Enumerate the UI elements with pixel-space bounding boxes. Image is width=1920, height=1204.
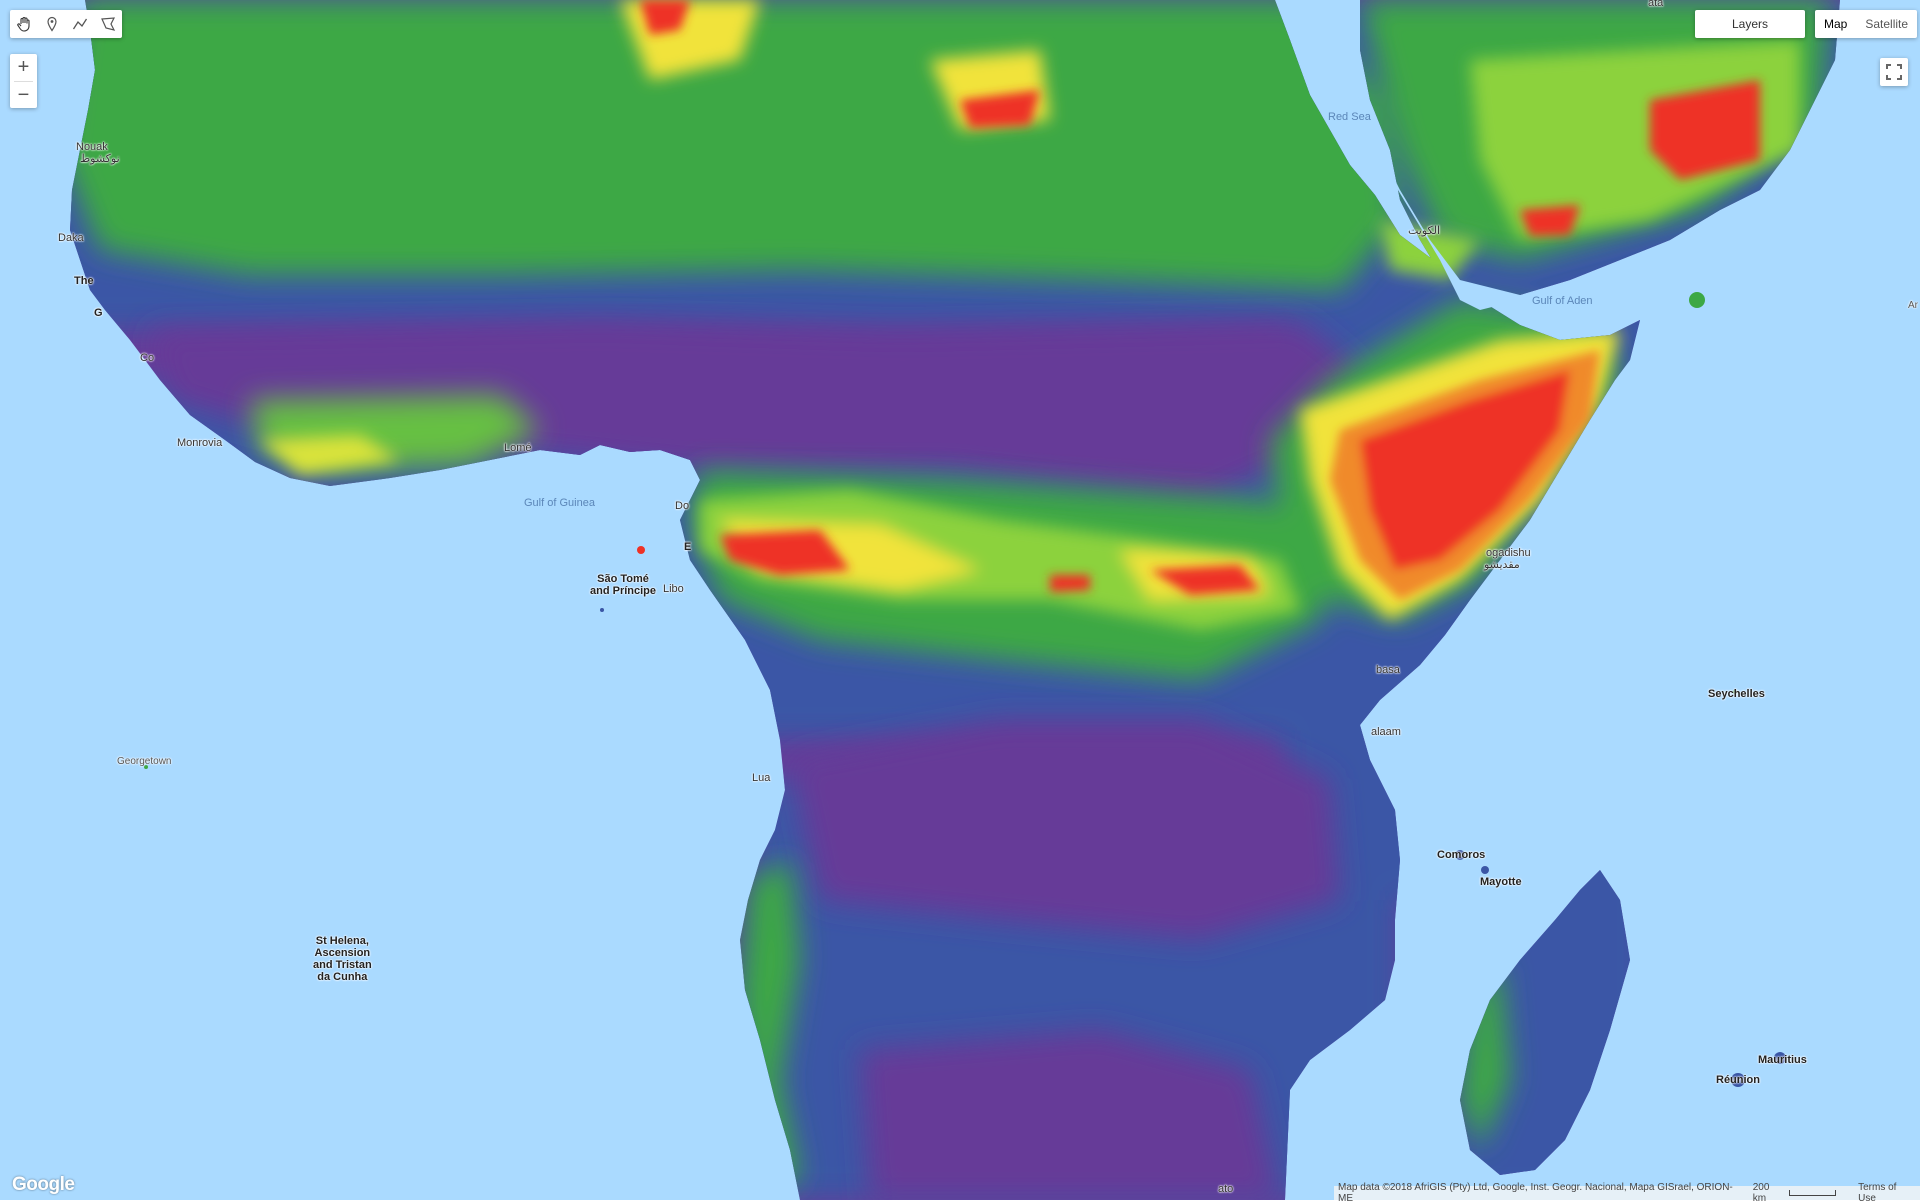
- zoom-in-button[interactable]: +: [10, 54, 37, 81]
- label-st-helena: St Helena, Ascension and Tristan da Cunh…: [313, 935, 372, 983]
- label-sao-tome: São Tomé and Príncipe: [590, 573, 657, 597]
- label-libreville: Libo: [663, 583, 684, 595]
- marker-tool-button[interactable]: [38, 10, 66, 38]
- map-type-satellite-button[interactable]: Satellite: [1865, 17, 1909, 31]
- polygon-icon: [101, 17, 116, 31]
- scale-line: [1788, 1190, 1837, 1196]
- terms-of-use-link[interactable]: Terms of Use: [1858, 1182, 1897, 1204]
- zoom-out-button[interactable]: −: [10, 82, 37, 109]
- hand-icon: [17, 16, 30, 32]
- polyline-icon: [72, 18, 88, 30]
- layers-button[interactable]: Layers: [1695, 10, 1805, 38]
- label-guinea: G: [94, 307, 103, 319]
- marker-icon: [47, 16, 57, 32]
- map-type-map-button[interactable]: Map: [1824, 17, 1848, 31]
- scale-bar[interactable]: 200 km: [1752, 1182, 1837, 1204]
- label-mogadishu-ar: مقديشو: [1484, 559, 1520, 571]
- label-dar-es-salaam: alaam: [1371, 726, 1401, 738]
- zoom-divider: [14, 81, 33, 82]
- scale-label: 200 km: [1752, 1182, 1770, 1204]
- label-georgetown: Georgetown: [117, 756, 172, 767]
- label-the-gambia: The: [74, 275, 94, 287]
- label-monrovia: Monrovia: [177, 437, 223, 449]
- label-dakar: Daka: [58, 232, 84, 244]
- label-top-city: ata: [1648, 0, 1664, 9]
- label-reunion: Réunion: [1716, 1074, 1760, 1086]
- label-douala: Do: [675, 500, 690, 512]
- label-arabian-sea: Ar: [1908, 300, 1918, 311]
- islands: [144, 292, 1786, 1087]
- label-equatorial-guinea: E: [684, 541, 692, 553]
- drawing-toolbar: [10, 10, 122, 38]
- label-gulf-of-aden: Gulf of Aden: [1532, 295, 1593, 307]
- label-red-sea: Red Sea: [1328, 111, 1371, 123]
- label-luanda: Lua: [752, 772, 771, 784]
- label-mombasa: basa: [1376, 664, 1400, 676]
- label-nouakchott: Nouak: [76, 141, 108, 153]
- fullscreen-icon: [1886, 64, 1902, 80]
- label-conakry: Co: [140, 352, 155, 364]
- label-mogadishu: ogadishu: [1486, 547, 1531, 559]
- label-seychelles: Seychelles: [1708, 688, 1765, 700]
- polyline-tool-button[interactable]: [66, 10, 94, 38]
- attribution-text: Map data ©2018 AfriGIS (Pty) Ltd, Google…: [1338, 1182, 1733, 1204]
- label-nouakchott-ar: نوكشوط: [80, 153, 120, 165]
- map-type-control: Map Satellite: [1815, 10, 1918, 38]
- label-kuwait: الكويت: [1408, 225, 1441, 237]
- label-pretoria: ato: [1218, 1183, 1234, 1195]
- attribution-bar: Map data ©2018 AfriGIS (Pty) Ltd, Google…: [1334, 1182, 1920, 1204]
- zoom-control: + −: [10, 54, 37, 108]
- label-mayotte: Mayotte: [1480, 876, 1522, 888]
- label-comoros: Comoros: [1437, 849, 1486, 861]
- label-lome: Lomé: [504, 442, 532, 454]
- hand-tool-button[interactable]: [10, 10, 38, 38]
- polygon-tool-button[interactable]: [94, 10, 122, 38]
- label-gulf-of-guinea: Gulf of Guinea: [524, 497, 595, 509]
- label-mauritius: Mauritius: [1758, 1054, 1807, 1066]
- fullscreen-button[interactable]: [1880, 58, 1908, 86]
- google-logo: Google: [12, 1174, 75, 1195]
